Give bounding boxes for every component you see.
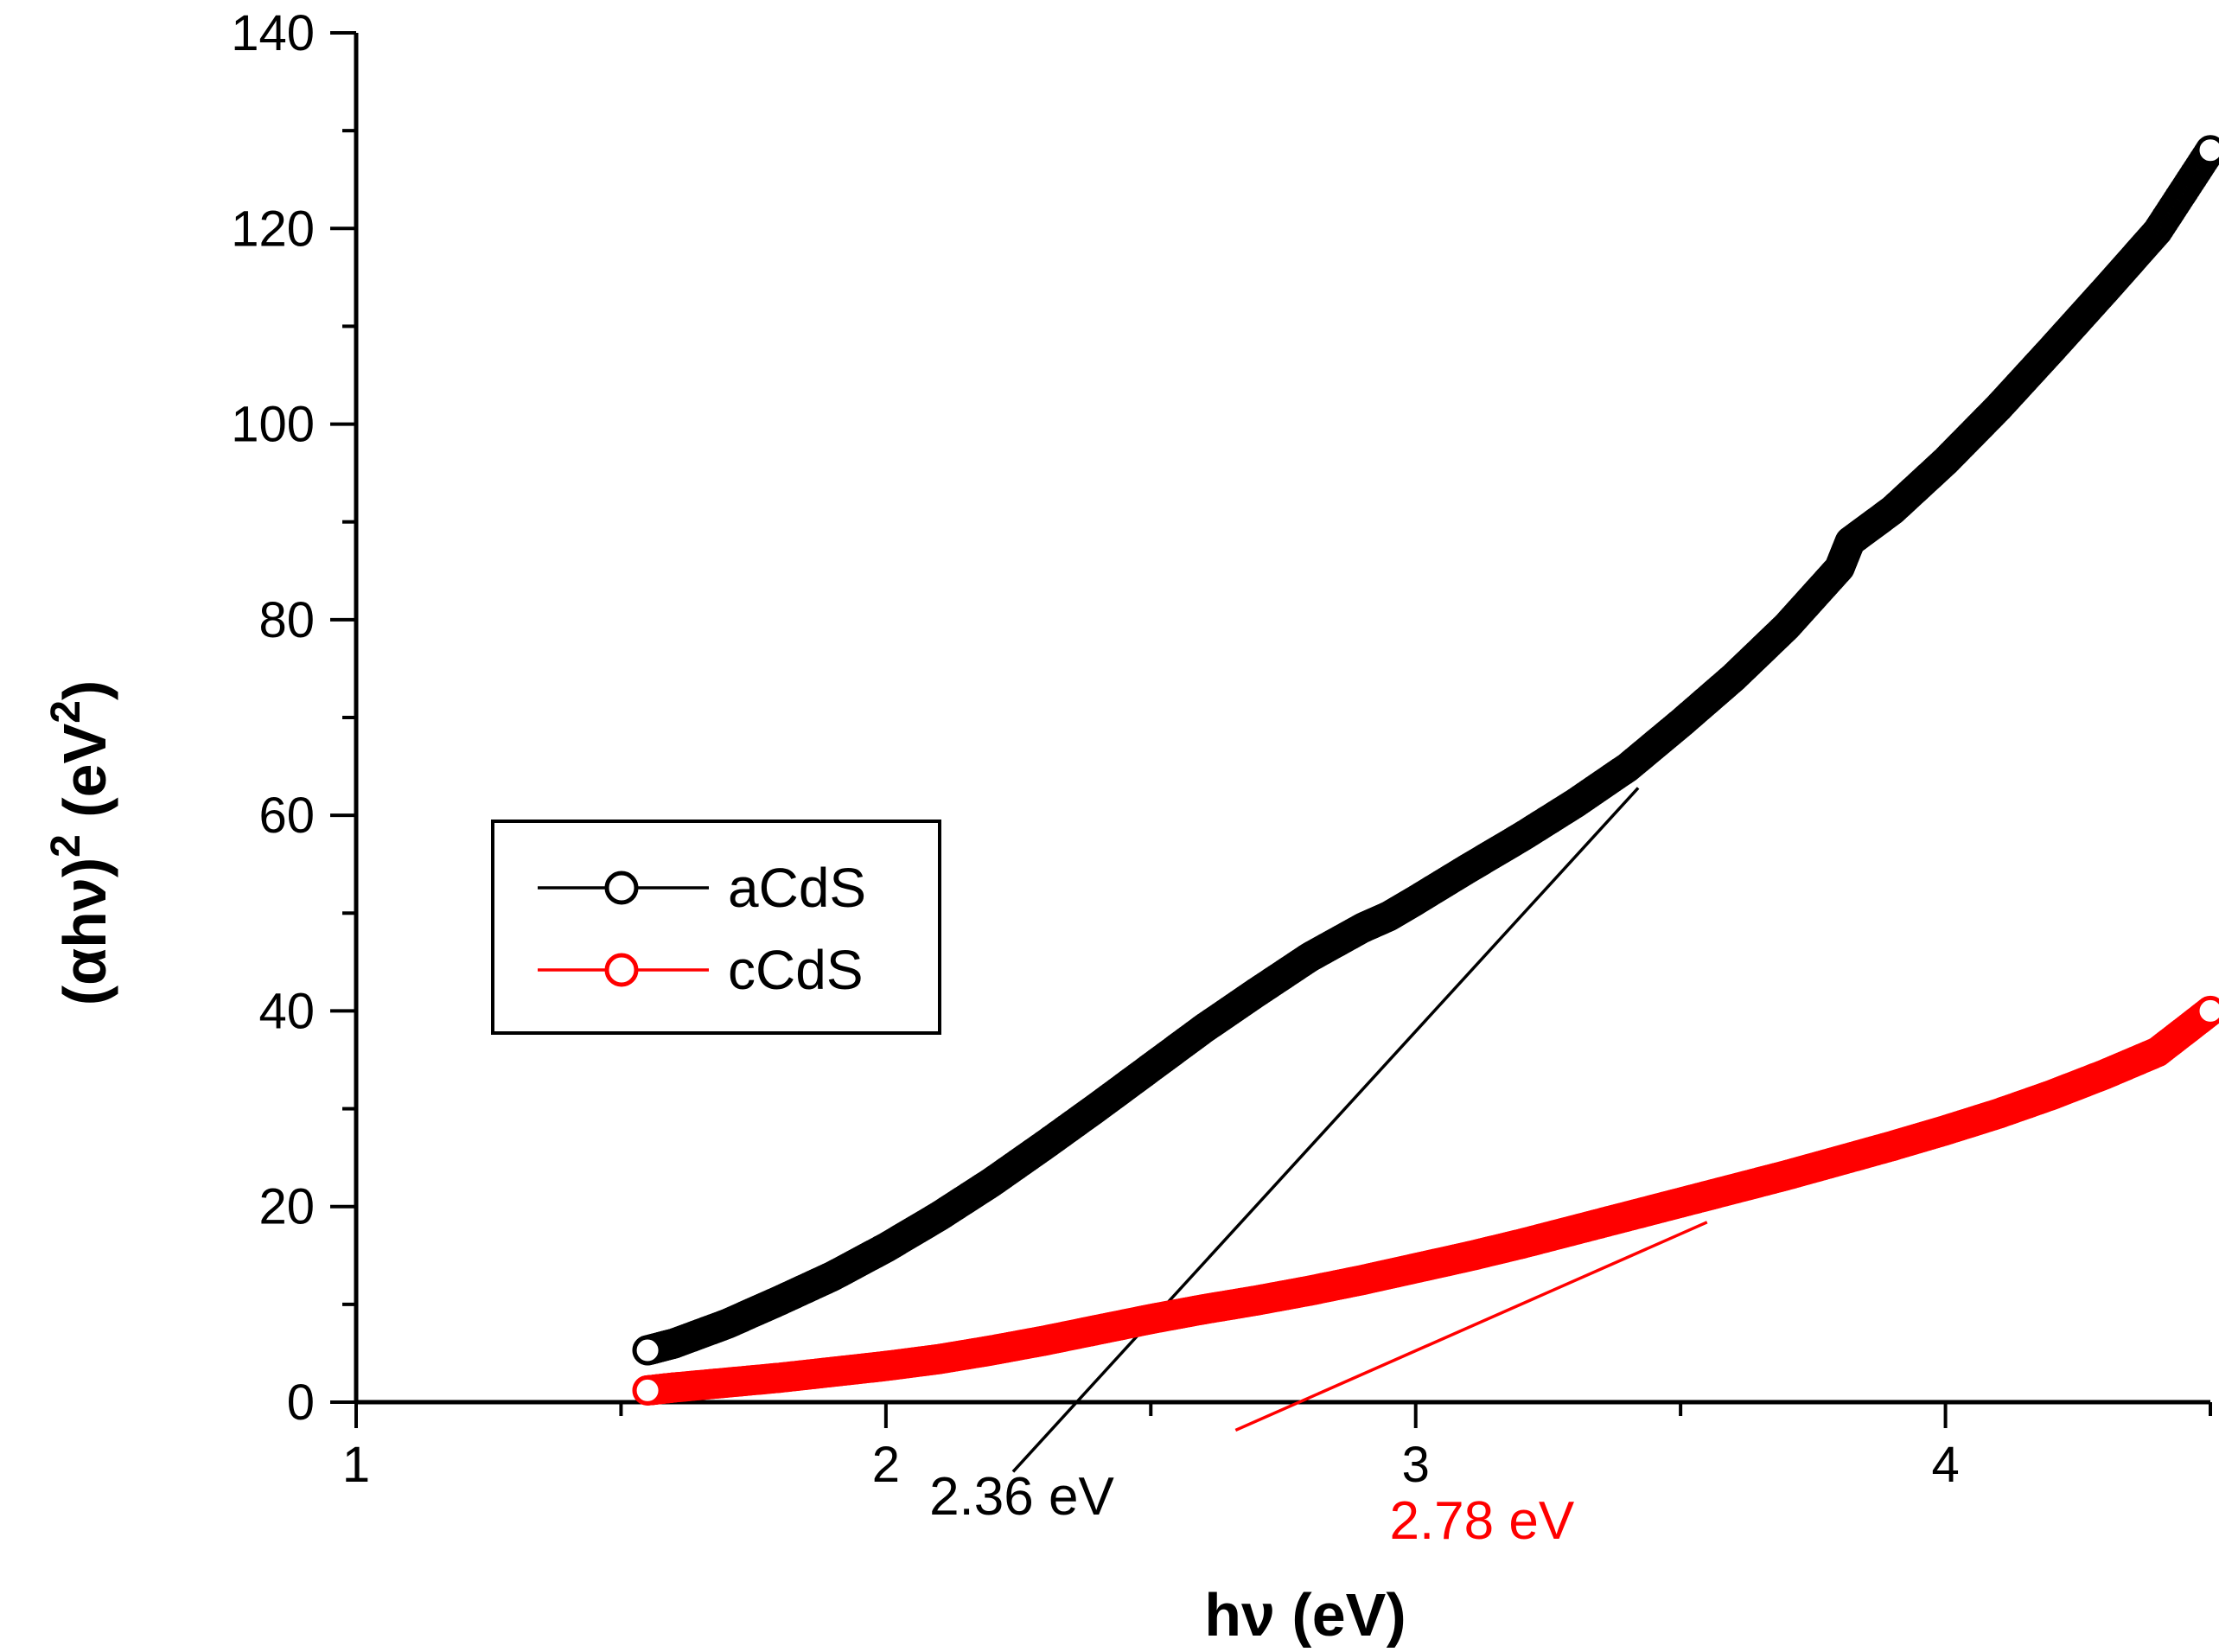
x-tick-label: 4 [1931, 1437, 1959, 1493]
y-axis-title-base: (αhν) [51, 858, 118, 1005]
data-point-first [632, 1375, 663, 1406]
legend-marker-cCdS [604, 953, 639, 987]
tangent-lines-group: 2.36 eV 2.78 eV [929, 787, 1708, 1551]
legend-box [491, 820, 941, 1035]
band-gap-label-cCdS: 2.78 eV [1389, 1491, 1574, 1551]
y-tick-label: 100 [231, 397, 315, 453]
y-axis-title-unit: (eV [51, 723, 118, 834]
tangent-line-cCdS [1234, 1221, 1708, 1432]
legend: aCdS cCdS [491, 820, 941, 1035]
y-tick-label: 40 [258, 983, 315, 1039]
band-gap-label-aCdS: 2.36 eV [929, 1467, 1114, 1527]
x-tick-label: 2 [872, 1437, 900, 1493]
y-tick-label: 60 [258, 788, 315, 844]
tangent-line-aCdS [1011, 787, 1640, 1473]
legend-label-cCdS: cCdS [728, 939, 864, 1001]
legend-label-aCdS: aCdS [728, 857, 866, 919]
y-tick-label: 80 [258, 592, 315, 648]
y-axis-title-unit-exponent: 2 [43, 700, 89, 724]
x-axis-title: hν (eV) [1204, 1581, 1406, 1648]
y-tick-label: 20 [258, 1179, 315, 1235]
y-tick-label: 140 [231, 5, 315, 61]
y-axis-title-unit-close: ) [51, 680, 118, 700]
axes-group: 0 20 40 60 80 100 120 140 1 2 3 4 [231, 5, 2212, 1493]
y-tick-label: 120 [231, 201, 315, 257]
y-axis-title: (αhν)2 (eV2) [43, 680, 118, 1005]
data-point-first [632, 1335, 663, 1366]
series-cCdS [632, 995, 2219, 1406]
data-point [2195, 995, 2219, 1026]
x-tick-label: 1 [342, 1437, 370, 1493]
series-aCdS [632, 135, 2219, 1366]
y-tick-label: 0 [287, 1375, 315, 1431]
data-point [2195, 135, 2219, 166]
legend-marker-aCdS [604, 871, 639, 905]
y-axis-title-exponent: 2 [43, 834, 89, 858]
x-tick-label: 3 [1402, 1437, 1430, 1493]
series-group [632, 135, 2219, 1406]
